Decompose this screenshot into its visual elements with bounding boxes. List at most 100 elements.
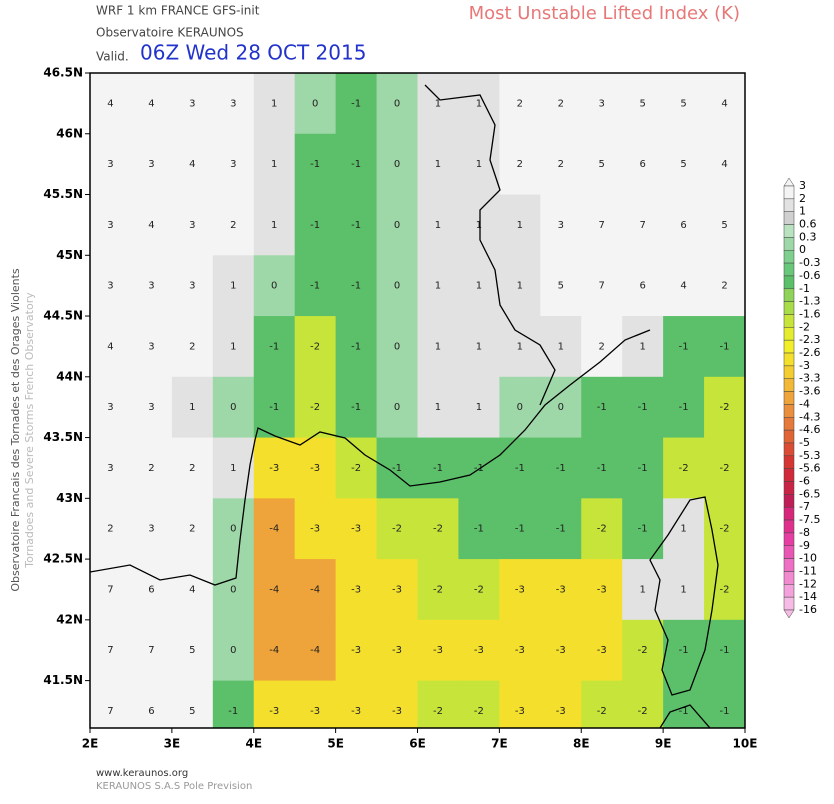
field-cell <box>458 316 500 378</box>
field-value: 4 <box>148 220 154 231</box>
field-cell <box>499 73 541 135</box>
field-value: -3 <box>597 645 607 656</box>
field-value: -3 <box>433 645 443 656</box>
field-cell <box>417 255 459 317</box>
field-value: 3 <box>148 524 154 535</box>
field-value: 2 <box>599 341 605 352</box>
field-cell <box>540 316 582 378</box>
field-cell <box>499 619 541 682</box>
field-value: -2 <box>474 706 484 717</box>
colorbar-label: -3 <box>799 359 810 372</box>
field-cell <box>294 316 337 378</box>
field-cell <box>458 498 500 560</box>
y-tick-label: 42N <box>56 612 83 626</box>
field-cell <box>294 194 337 256</box>
field-value: 5 <box>558 281 564 292</box>
field-cell <box>581 376 623 439</box>
field-cell <box>704 376 745 439</box>
field-value: 1 <box>435 341 441 352</box>
colorbar-bin <box>783 249 795 264</box>
colorbar-bin <box>783 429 795 444</box>
field-value: -1 <box>269 341 279 352</box>
field-value: -3 <box>310 706 320 717</box>
field-cell <box>171 437 214 499</box>
field-value: 2 <box>558 98 564 109</box>
field-value: 1 <box>271 159 277 170</box>
field-value: 3 <box>107 220 113 231</box>
field-value: -3 <box>269 706 279 717</box>
field-value: 0 <box>394 98 400 109</box>
field-value: -1 <box>720 341 730 352</box>
field-cell <box>704 316 745 378</box>
field-value: -2 <box>638 645 648 656</box>
colorbar-label: -6 <box>799 475 810 488</box>
field-value: 5 <box>599 159 605 170</box>
field-cell <box>294 133 337 196</box>
field-value: -1 <box>474 524 484 535</box>
x-tick-label: 3E <box>164 737 181 751</box>
field-cell <box>622 680 664 728</box>
colorbar-label: -4.3 <box>799 410 820 423</box>
x-tick-label: 7E <box>491 737 508 751</box>
field-cell <box>581 498 623 560</box>
field-cell <box>417 194 459 256</box>
field-value: 6 <box>148 584 154 595</box>
field-cell <box>130 498 173 560</box>
colorbar-bin <box>783 275 795 290</box>
y-tick-label: 44N <box>56 369 83 383</box>
field-value: -3 <box>351 706 361 717</box>
colorbar-bin <box>783 584 795 598</box>
field-cell <box>253 680 296 728</box>
field-value: 3 <box>189 281 195 292</box>
field-cell <box>90 255 132 317</box>
field-cell <box>663 559 705 621</box>
field-value: 4 <box>721 98 727 109</box>
field-value: 7 <box>599 281 605 292</box>
field-value: -3 <box>556 645 566 656</box>
colorbar-label: -6.5 <box>799 487 820 500</box>
field-value: -1 <box>556 463 566 474</box>
field-value: -1 <box>351 98 361 109</box>
side-text: Tornadoes and Severe Storms French Obser… <box>23 292 36 569</box>
field-cell <box>253 194 296 256</box>
field: 4 4 3 3 1 0 -1 0 1 1 2 2 3 5 5 4 3 3 4 3 1 -1 -1 0 1 1 2 2 5 6 5 4 3 4 3 2 1… <box>90 73 745 728</box>
field-cell <box>335 619 378 682</box>
colorbar-bin <box>783 596 795 611</box>
field-value: 5 <box>189 706 195 717</box>
field-value: -3 <box>556 706 566 717</box>
field-value: -2 <box>720 524 730 535</box>
y-tick-label: 45N <box>56 248 83 262</box>
field-value: -3 <box>515 645 525 656</box>
field-cell <box>90 619 132 682</box>
field-cell <box>171 73 214 135</box>
field-cell <box>171 559 214 621</box>
colorbar-bin <box>783 519 795 534</box>
field-value: 0 <box>230 584 236 595</box>
colorbar-bin <box>783 198 795 212</box>
field-value: -2 <box>474 584 484 595</box>
field-cell <box>335 133 378 196</box>
colorbar-label: -1 <box>799 282 810 295</box>
field-value: 6 <box>680 220 686 231</box>
field-value: -1 <box>310 159 320 170</box>
field-value: -1 <box>597 463 607 474</box>
field-cell <box>335 316 378 378</box>
field-cell <box>376 316 418 378</box>
field-value: 1 <box>476 402 482 413</box>
colorbar-bin <box>783 545 795 559</box>
field-value: -2 <box>720 402 730 413</box>
field-cell <box>212 194 255 256</box>
field-value: 1 <box>476 159 482 170</box>
field-cell <box>376 194 418 256</box>
field-cell <box>581 437 623 499</box>
field-cell <box>663 376 705 439</box>
field-cell <box>212 559 255 621</box>
field-cell <box>90 680 132 728</box>
border <box>424 84 556 406</box>
field-value: 4 <box>107 341 113 352</box>
field-value: 6 <box>148 706 154 717</box>
field-value: 3 <box>230 159 236 170</box>
colorbar-label: -11 <box>799 564 817 577</box>
field-value: 7 <box>107 584 113 595</box>
field-value: -1 <box>269 402 279 413</box>
